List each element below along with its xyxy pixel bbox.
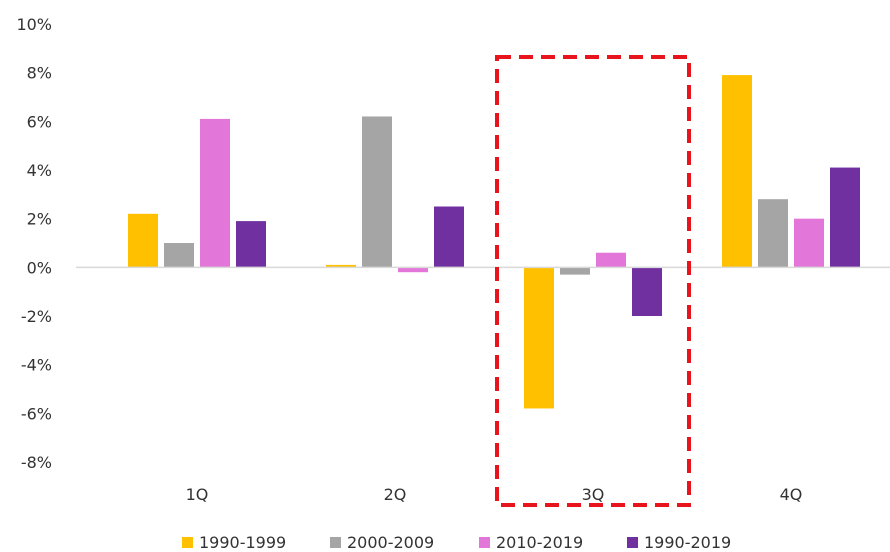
y-tick-label: -2% [21, 307, 52, 326]
legend-label: 1990-2019 [644, 533, 731, 552]
bar-1Q-1990-2019 [236, 221, 266, 268]
y-tick-label: -4% [21, 356, 52, 375]
x-axis: 1Q 2Q 3Q 4Q [186, 485, 803, 504]
x-category-label: 2Q [384, 485, 407, 504]
bar-1Q-2010-2019 [200, 118, 230, 268]
bar-3Q-2010-2019 [596, 252, 626, 268]
legend-swatch [627, 537, 638, 548]
legend-swatch [330, 537, 341, 548]
legend-swatch [479, 537, 490, 548]
y-tick-label: 10% [16, 15, 52, 34]
y-tick-label: -8% [21, 453, 52, 472]
legend-swatch [182, 537, 193, 548]
bar-2Q-1990-1999 [326, 264, 356, 268]
bar-3Q-1990-1999 [524, 267, 554, 409]
bar-4Q-1990-2019 [830, 167, 860, 268]
bar-2Q-2000-2009 [362, 116, 392, 268]
y-tick-label: 6% [27, 112, 52, 131]
bar-2Q-2010-2019 [398, 267, 428, 273]
bar-4Q-2010-2019 [794, 218, 824, 268]
y-tick-label: -6% [21, 404, 52, 423]
bar-4Q-1990-1999 [722, 75, 752, 268]
bar-1Q-1990-1999 [128, 213, 158, 268]
bar-1Q-2000-2009 [164, 243, 194, 268]
legend-label: 1990-1999 [199, 533, 286, 552]
legend-label: 2010-2019 [496, 533, 583, 552]
y-tick-label: 4% [27, 161, 52, 180]
x-category-label: 1Q [186, 485, 209, 504]
bar-3Q-1990-2019 [632, 267, 662, 316]
legend-label: 2000-2009 [347, 533, 434, 552]
x-category-label: 4Q [780, 485, 803, 504]
bar-3Q-2000-2009 [560, 267, 590, 275]
y-axis: 10% 8% 6% 4% 2% 0% -2% -4% -6% -8% [16, 15, 52, 472]
highlight-box [495, 55, 691, 507]
y-tick-label: 8% [27, 64, 52, 83]
y-tick-label: 0% [27, 258, 52, 277]
bars [128, 75, 860, 409]
bar-2Q-1990-2019 [434, 206, 464, 268]
legend: 1990-1999 2000-2009 2010-2019 1990-2019 [182, 533, 731, 552]
bar-4Q-2000-2009 [758, 199, 788, 268]
y-tick-label: 2% [27, 210, 52, 229]
x-category-label: 3Q [582, 485, 605, 504]
